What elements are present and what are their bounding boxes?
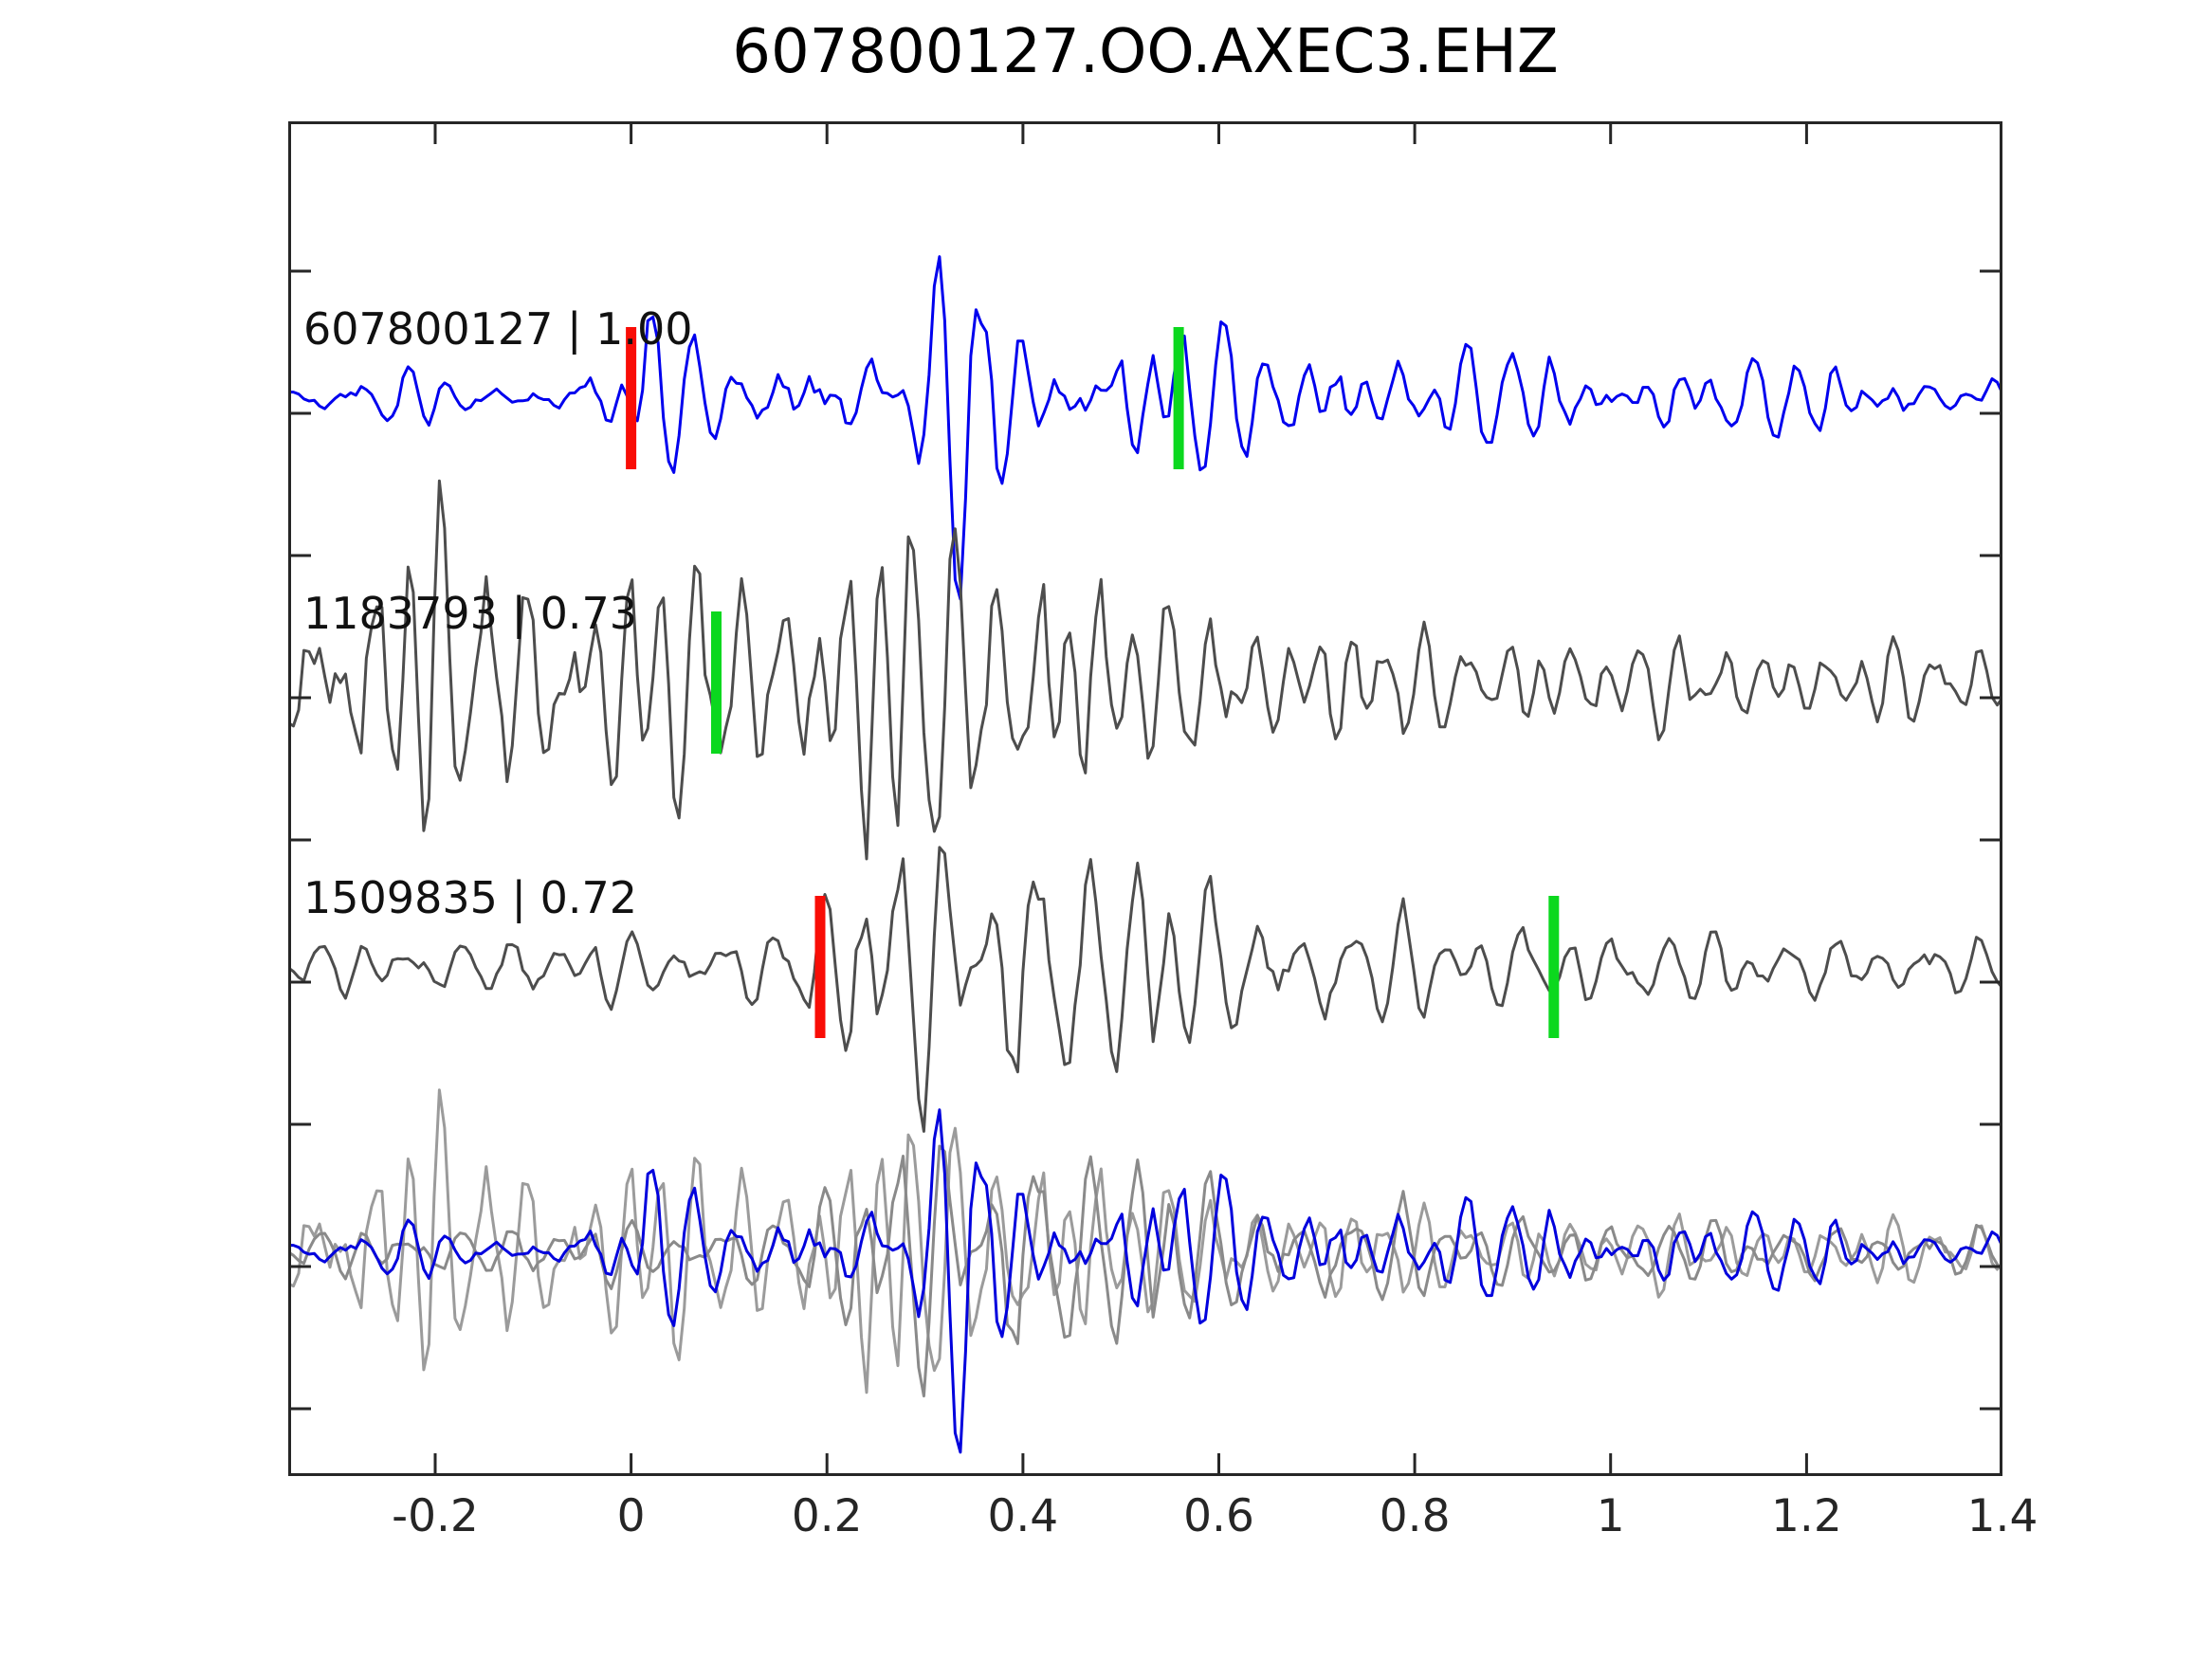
x-tick-label: 0.8 bbox=[1379, 1490, 1451, 1542]
pick-marker-green-607800127 bbox=[1173, 327, 1184, 469]
plot-border bbox=[288, 121, 2002, 1476]
plot-area: 607800127 | 1.00 1183793 | 0.73 1509835 … bbox=[288, 121, 2002, 1476]
pick-marker-green-1183793 bbox=[711, 611, 722, 754]
trace-label-template: 607800127 | 1.00 bbox=[303, 303, 693, 355]
waveform-plot bbox=[288, 121, 2002, 1476]
x-tick-label: 0.2 bbox=[791, 1490, 863, 1542]
x-tick-label: 0 bbox=[616, 1490, 646, 1542]
trace-path-1509835 bbox=[288, 846, 2002, 1133]
overlay-trace-path-607800127 bbox=[288, 1108, 2002, 1454]
pick-marker-green-1509835 bbox=[1548, 896, 1560, 1038]
trace-path-607800127 bbox=[288, 255, 2002, 601]
chart-title: 607800127.OO.AXEC3.EHZ bbox=[732, 17, 1559, 87]
trace-label-detection-1: 1183793 | 0.73 bbox=[303, 588, 638, 639]
x-tick-label: 0.6 bbox=[1183, 1490, 1254, 1542]
trace-path-1183793 bbox=[288, 479, 2002, 861]
x-tick-label: -0.2 bbox=[392, 1490, 479, 1542]
overlay-trace-path-1509835 bbox=[288, 1144, 2002, 1398]
trace-label-detection-2: 1509835 | 0.72 bbox=[303, 872, 638, 923]
pick-marker-red-607800127 bbox=[626, 327, 637, 469]
x-tick-label: 1 bbox=[1596, 1490, 1625, 1542]
pick-marker-red-1509835 bbox=[814, 896, 826, 1038]
x-tick-label: 1.2 bbox=[1770, 1490, 1842, 1542]
x-tick-label: 0.4 bbox=[987, 1490, 1059, 1542]
x-tick-label: 1.4 bbox=[1966, 1490, 2038, 1542]
